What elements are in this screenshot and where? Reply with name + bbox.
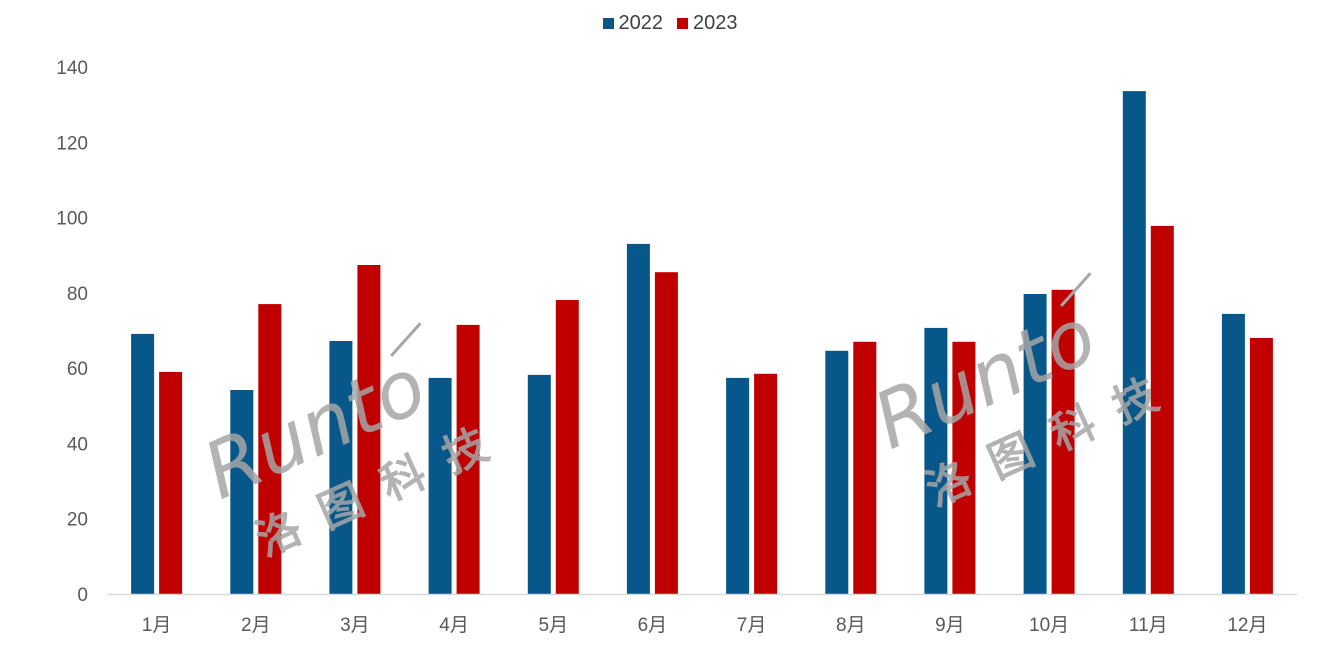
bar-2023-7[interactable] [754,373,778,594]
x-tick-label: 2月 [241,615,271,636]
x-tick-label: 7月 [737,615,767,636]
y-tick-label: 100 [56,209,88,230]
x-axis: 1月 2月 3月 4月 5月 6月 7月 8月 9月 10月 11月 12月 [142,615,1268,636]
bar-2022-11[interactable] [1122,91,1146,594]
bar-2023-9[interactable] [952,341,976,594]
y-tick-label: 40 [67,434,88,455]
y-tick-label: 20 [67,510,88,531]
bar-2022-2[interactable] [230,390,254,594]
bar-2023-4[interactable] [456,324,480,594]
bar-2022-3[interactable] [329,341,353,594]
y-tick-label: 120 [56,133,88,154]
x-tick-label: 6月 [638,615,668,636]
watermark-swoosh [390,322,422,357]
bar-2023-8[interactable] [853,341,877,594]
bar-2023-10[interactable] [1051,289,1075,594]
bar-2022-1[interactable] [131,333,155,594]
x-tick-label: 11月 [1129,615,1168,636]
y-axis: 0 20 40 60 80 100 120 140 [56,58,88,606]
x-tick-label: 8月 [836,615,866,636]
bar-2023-1[interactable] [159,371,183,594]
bar-2023-12[interactable] [1249,338,1273,594]
x-tick-label: 9月 [935,615,965,636]
y-tick-label: 140 [56,58,88,79]
bar-2023-5[interactable] [555,300,579,594]
legend-swatch-2022 [602,18,614,29]
x-tick-label: 3月 [340,615,370,636]
bar-2022-7[interactable] [726,377,750,594]
x-tick-label: 12月 [1227,615,1267,636]
y-tick-label: 60 [67,359,88,380]
x-tick-label: 10月 [1029,615,1069,636]
bar-2023-3[interactable] [357,265,381,594]
bar-2022-8[interactable] [825,350,849,594]
bar-2022-4[interactable] [428,377,452,594]
bar-2023-6[interactable] [654,272,678,594]
bar-2022-6[interactable] [626,243,650,594]
bar-2022-10[interactable] [1023,294,1047,594]
legend-label-2022: 2022 [618,12,664,34]
bar-2022-5[interactable] [527,374,551,594]
bar-2022-9[interactable] [924,327,948,594]
x-tick-label: 1月 [142,615,172,636]
watermark-swoosh [1060,272,1092,307]
x-tick-label: 5月 [539,615,569,636]
legend-label-2023: 2023 [693,12,738,34]
x-tick-label: 4月 [439,615,469,636]
bar-2022-12[interactable] [1221,313,1245,594]
y-tick-label: 0 [77,585,88,606]
bars-group [131,91,1273,594]
y-tick-label: 80 [67,284,88,305]
bar-2023-11[interactable] [1150,225,1174,594]
legend-item-2023[interactable]: 2023 [677,12,738,35]
bar-2023-2[interactable] [258,304,282,594]
legend-swatch-2023 [677,18,688,29]
legend-item-2022[interactable]: 2022 [602,12,664,35]
chart-legend: 2022 2023 [0,12,1336,35]
